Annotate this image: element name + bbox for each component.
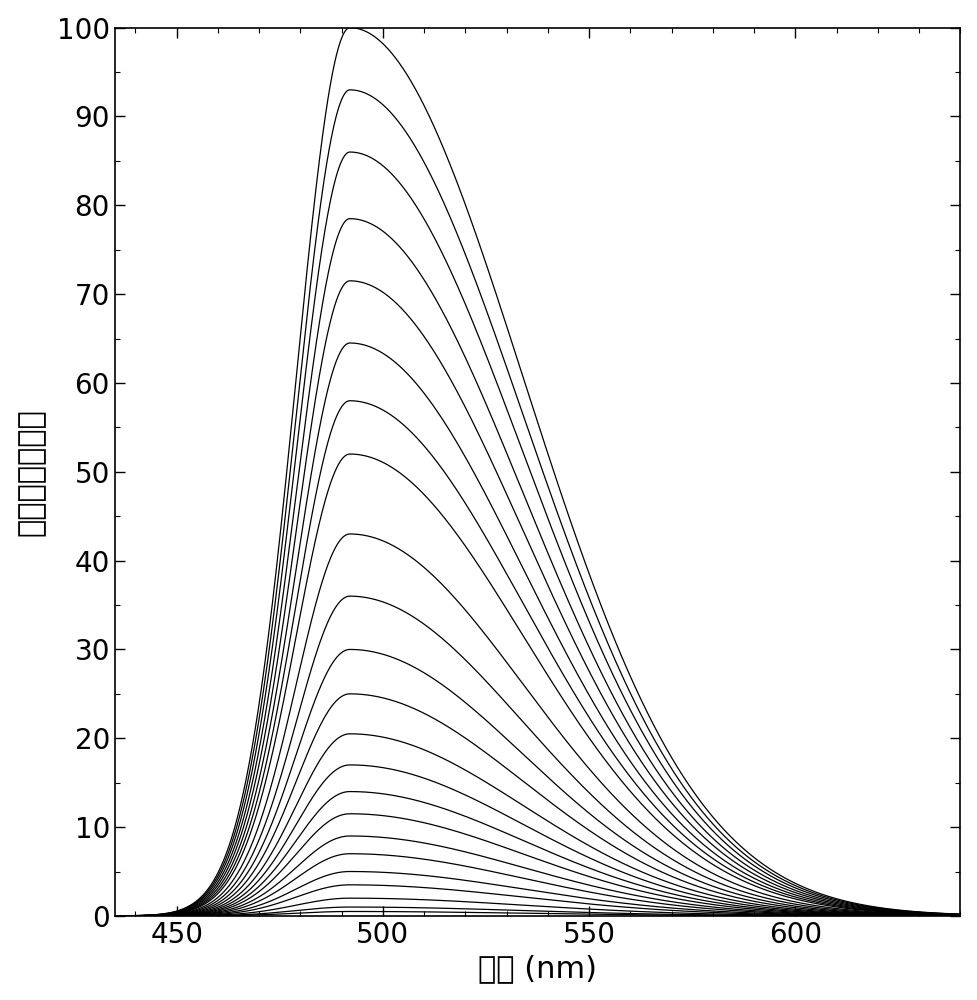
X-axis label: 波长 (nm): 波长 (nm) bbox=[478, 954, 597, 983]
Y-axis label: 归一化荺光强度: 归一化荺光强度 bbox=[17, 408, 46, 536]
